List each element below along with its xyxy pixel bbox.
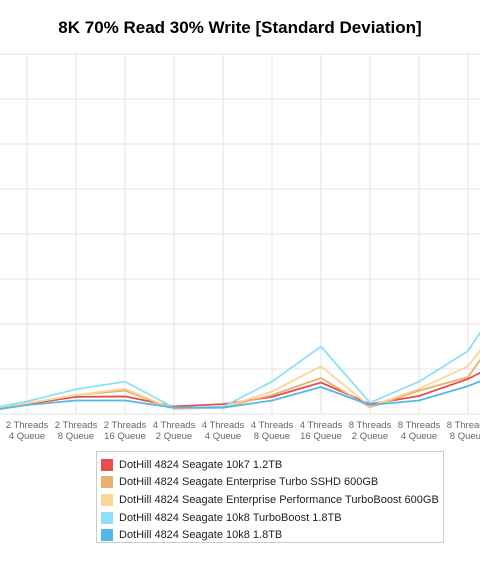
series-line-4 xyxy=(0,331,480,409)
legend-swatch xyxy=(101,476,113,489)
legend-swatch xyxy=(101,493,113,506)
legend-item-4: DotHill 4824 Seagate 10k8 TurboBoost 1.8… xyxy=(101,509,443,527)
x-tick-label: 4 Threads 4 Queue xyxy=(202,420,245,442)
legend-label: DotHill 4824 Seagate Enterprise Performa… xyxy=(119,493,439,506)
x-tick-label: 8 Threads 4 Queue xyxy=(398,420,441,442)
legend-swatch xyxy=(101,529,113,542)
legend-label: DotHill 4824 Seagate 10k7 1.2TB xyxy=(119,458,283,471)
legend-swatch xyxy=(101,458,113,471)
legend-swatch xyxy=(101,511,113,524)
chart-title: 8K 70% Read 30% Write [Standard Deviatio… xyxy=(58,18,422,37)
x-tick-label: 2 Threads 8 Queue xyxy=(55,420,98,442)
x-tick-label: 4 Threads 2 Queue xyxy=(153,420,196,442)
legend-item-5: DotHill 4824 Seagate 10k8 1.8TB xyxy=(101,526,443,544)
series-line-1 xyxy=(0,371,480,409)
legend: DotHill 4824 Seagate 10k7 1.2TB DotHill 4… xyxy=(96,451,444,543)
legend-label: DotHill 4824 Seagate Enterprise Turbo SS… xyxy=(119,476,379,489)
series-lines xyxy=(0,331,480,410)
x-tick-label: 8 Threads 2 Queue xyxy=(349,420,392,442)
legend-label: DotHill 4824 Seagate 10k8 1.8TB xyxy=(119,529,283,542)
x-tick-label: 4 Threads 8 Queue xyxy=(251,420,294,442)
series-line-5 xyxy=(0,380,480,410)
x-tick-label: 2 Threads 4 Queue xyxy=(6,420,49,442)
legend-item-3: DotHill 4824 Seagate Enterprise Performa… xyxy=(101,491,443,509)
x-tick-label: 2 Threads 16 Queue xyxy=(104,420,147,442)
legend-item-2: DotHill 4824 Seagate Enterprise Turbo SS… xyxy=(101,474,443,492)
series-line-3 xyxy=(0,349,480,410)
legend-item-1: DotHill 4824 Seagate 10k7 1.2TB xyxy=(101,456,443,474)
grid-lines xyxy=(0,53,480,415)
x-tick-label: 4 Threads 16 Queue xyxy=(300,420,343,442)
legend-label: DotHill 4824 Seagate 10k8 TurboBoost 1.8… xyxy=(119,511,342,524)
